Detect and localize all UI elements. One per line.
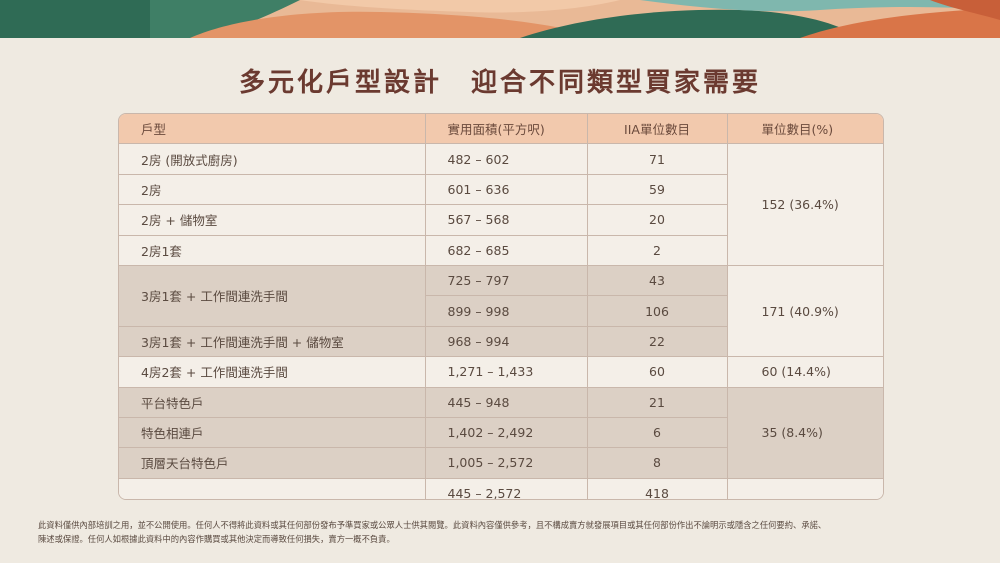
percentage-cell: 60 (14.4%) [726, 356, 883, 388]
unit-type-cell: 2房 [119, 173, 426, 206]
area-cell: 1,402 – 2,492 [424, 416, 588, 449]
area-cell: 445 – 948 [424, 386, 588, 418]
area-cell: 482 – 602 [424, 143, 588, 175]
area-cell: 1,005 – 2,572 [424, 447, 588, 479]
units-cell: 43 [586, 264, 728, 297]
units-cell: 6 [586, 416, 727, 449]
percentage-cell: 171 (40.9%) [726, 264, 883, 358]
table-row: 特色相連戶 1,402 – 2,492 6 [119, 416, 883, 449]
total-area-cell: 445 – 2,572 [424, 477, 588, 499]
table-row: 899 – 998 106 [119, 295, 883, 327]
unit-type-cell: 特色相連戶 [119, 416, 426, 449]
disclaimer-line: 此資料僅供內部培訓之用，並不公開使用。任何人不得將此資料或其任何部份發布予準買家… [38, 520, 827, 530]
table-row: 平台特色戶 445 – 948 21 35 (8.4%) [119, 386, 883, 479]
area-cell: 968 – 994 [424, 325, 588, 358]
area-cell: 1,271 – 1,433 [424, 356, 588, 388]
area-cell: 601 – 636 [424, 173, 588, 206]
units-cell: 22 [586, 325, 727, 358]
units-cell: 59 [586, 173, 727, 206]
table-row: 2房1套 682 – 685 2 [119, 234, 883, 266]
page-title: 多元化戶型設計 迎合不同類型買家需要 [238, 68, 761, 98]
unit-type-cell: 2房1套 [119, 234, 426, 266]
header-unit-type: 戶型 [119, 114, 426, 145]
percentage-cell: 35 (8.4%) [726, 386, 883, 479]
decorative-banner [0, 0, 1000, 38]
percentage-cell: 152 (36.4%) [726, 143, 883, 266]
unit-mix-table: 戶型 實用面積(平方呎) IIA單位數目 單位數目(%) 2房 (開放式廚房) … [118, 113, 884, 500]
table-row: 2房 (開放式廚房) 482 – 602 71 152 (36.4%) [119, 143, 883, 266]
table-row: 2房 + 儲物室 567 – 568 20 [119, 204, 883, 236]
table-row: 4房2套 + 工作間連洗手間 1,271 – 1,433 60 60 (14.4… [119, 356, 883, 388]
unit-type-cell: 2房 (開放式廚房) [119, 143, 426, 175]
header-unit-count: IIA單位數目 [586, 114, 728, 145]
table-row: 2房 601 – 636 59 [119, 173, 883, 206]
units-cell: 2 [586, 234, 727, 266]
units-cell: 20 [586, 204, 727, 236]
disclaimer: 此資料僅供內部培訓之用，並不公開使用。任何人不得將此資料或其任何部份發布予準買家… [38, 518, 968, 546]
area-cell: 725 – 797 [424, 264, 588, 297]
unit-type-cell: 3房1套 + 工作間連洗手間 [119, 264, 426, 327]
units-cell: 106 [586, 295, 727, 327]
unit-type-cell: 3房1套 + 工作間連洗手間 + 儲物室 [119, 325, 426, 358]
area-cell: 899 – 998 [425, 295, 588, 327]
units-cell: 71 [586, 143, 728, 175]
units-cell: 8 [586, 447, 727, 479]
total-percentage-cell [726, 477, 883, 499]
unit-type-cell: 4房2套 + 工作間連洗手間 [119, 356, 426, 388]
unit-type-cell: 頂層天台特色戶 [119, 447, 426, 479]
table-total-row: 445 – 2,572 418 [119, 477, 883, 499]
total-units-cell: 418 [586, 477, 728, 499]
area-cell: 567 – 568 [424, 204, 588, 236]
table-row: 3房1套 + 工作間連洗手間 725 – 797 43 171 (40.9%) [119, 264, 883, 358]
unit-type-cell: 平台特色戶 [119, 386, 426, 418]
units-cell: 60 [586, 356, 728, 388]
area-cell: 682 – 685 [424, 234, 588, 266]
header-saleable-area: 實用面積(平方呎) [424, 114, 588, 145]
disclaimer-line: 陳述或保證。任何人如根據此資料中的內容作購買或其他決定而導致任何損失，賣方一概不… [38, 534, 395, 544]
table-row: 頂層天台特色戶 1,005 – 2,572 8 [119, 447, 883, 479]
header-unit-percentage: 單位數目(%) [726, 114, 883, 145]
unit-type-cell: 2房 + 儲物室 [119, 204, 426, 236]
units-cell: 21 [586, 386, 728, 418]
total-label-cell [119, 477, 426, 499]
table-header-row: 戶型 實用面積(平方呎) IIA單位數目 單位數目(%) [119, 114, 883, 145]
